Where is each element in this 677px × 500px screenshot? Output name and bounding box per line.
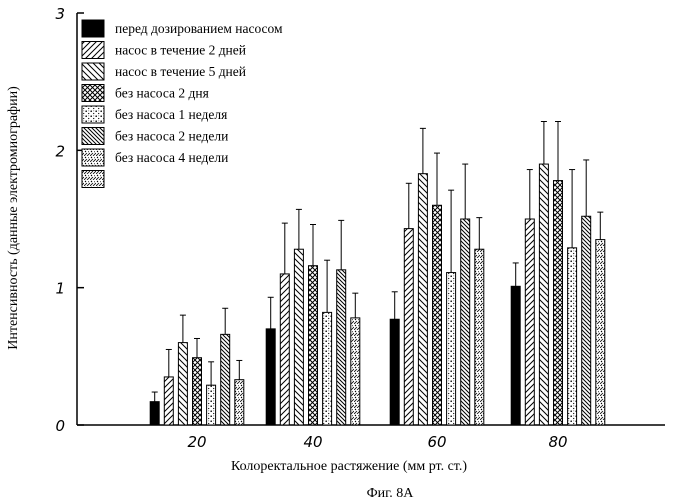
bar-80-series-4 (567, 247, 578, 426)
error-bar-80-series-6 (597, 211, 604, 240)
legend-swatch-6 (81, 148, 105, 167)
legend-label-5: без насоса 2 недели (115, 129, 228, 144)
bar-60-series-4 (446, 272, 457, 426)
y-tick-label-2: 2 (55, 142, 65, 160)
error-bar-80-series-1 (526, 169, 533, 219)
legend-swatch-0 (81, 19, 105, 38)
bar-20-series-3 (192, 357, 202, 426)
error-bar-80-series-0 (512, 262, 519, 287)
figure-caption: Фиг. 8А (367, 486, 415, 500)
legend-label-1: насос в течение 2 дней (115, 43, 246, 58)
y-axis-label: Интенсивность (данные электромиографии) (6, 86, 21, 350)
x-axis-ticks: 20 40 60 80 (187, 418, 568, 451)
x-tick-label-0: 20 (187, 433, 206, 451)
bar-20-series-5 (220, 333, 231, 426)
bar-20-series-2 (177, 342, 188, 426)
bar-40-series-1 (279, 273, 290, 426)
y-tick-label-0: 0 (55, 417, 65, 435)
bar-60-series-3 (432, 204, 442, 426)
error-bar-40-series-4 (324, 259, 331, 313)
y-axis-ticks: 0 1 2 3 (55, 5, 84, 435)
bar-60-series-2 (417, 173, 428, 426)
bar-60-series-5 (460, 218, 471, 426)
bar-20-series-4 (206, 384, 217, 426)
error-bar-20-series-1 (165, 348, 172, 377)
error-bar-20-series-0 (151, 391, 158, 402)
bars (149, 163, 606, 426)
bar-80-series-3 (553, 180, 563, 426)
error-bar-40-series-0 (267, 296, 274, 329)
error-bar-80-series-4 (569, 169, 576, 248)
error-bar-20-series-2 (179, 314, 186, 343)
bar-80-series-1 (524, 218, 535, 426)
bar-80-series-5 (581, 215, 592, 426)
error-bar-80-series-5 (583, 159, 590, 217)
bar-40-series-0 (265, 328, 276, 426)
error-bar-60-series-6 (476, 217, 483, 250)
error-bar-60-series-0 (391, 291, 398, 320)
legend-swatch-2 (81, 62, 105, 81)
bar-40-series-3 (308, 265, 318, 426)
error-bar-60-series-2 (419, 127, 426, 174)
legend-label-2: насос в течение 5 дней (115, 64, 246, 79)
bar-40-series-6 (350, 317, 361, 426)
error-bar-60-series-5 (462, 163, 469, 219)
error-bar-40-series-2 (295, 208, 302, 250)
y-tick-label-3: 3 (55, 5, 65, 23)
bar-60-series-1 (403, 228, 414, 426)
x-tick-label-3: 80 (548, 433, 567, 451)
bar-40-series-4 (322, 311, 333, 426)
error-bar-60-series-3 (434, 152, 440, 206)
y-tick-label-1: 1 (55, 280, 65, 298)
legend-label-0: перед дозированием насосом (115, 21, 283, 36)
bar-20-series-0 (149, 401, 160, 426)
legend-label-6: без насоса 4 недели (115, 150, 228, 165)
bar-80-series-0 (510, 285, 521, 426)
legend-label-3: без насоса 2 дня (115, 86, 209, 101)
legend-label-4: без насоса 1 неделя (115, 107, 227, 122)
error-bar-80-series-3 (555, 120, 561, 181)
error-bar-40-series-5 (338, 219, 345, 270)
legend-swatch-5 (81, 127, 105, 145)
legend-swatch-3 (81, 84, 105, 102)
bar-20-series-6 (234, 379, 245, 426)
error-bar-80-series-2 (540, 120, 547, 165)
bar-60-series-0 (389, 318, 400, 426)
error-bar-20-series-4 (208, 361, 215, 386)
x-tick-label-2: 60 (427, 433, 446, 451)
error-bar-40-series-6 (352, 292, 359, 318)
error-bar-40-series-3 (310, 223, 316, 266)
error-bar-20-series-5 (222, 307, 229, 335)
bar-20-series-1 (163, 376, 174, 426)
error-bar-20-series-3 (194, 337, 200, 358)
legend-swatch-1 (81, 41, 105, 59)
legend-swatch-extra (81, 170, 105, 188)
error-bar-60-series-1 (405, 182, 412, 229)
bar-40-series-5 (336, 269, 347, 426)
x-tick-label-1: 40 (303, 433, 322, 451)
error-bar-60-series-4 (448, 189, 455, 273)
bar-60-series-6 (474, 248, 485, 426)
x-axis-label: Колоректальное растяжение (мм рт. ст.) (231, 459, 467, 474)
legend-swatch-4 (81, 105, 105, 124)
legend: перед дозированием насосом насос в течени… (81, 19, 283, 188)
error-bars (151, 120, 604, 402)
bar-80-series-6 (595, 239, 606, 426)
bar-40-series-2 (293, 248, 304, 426)
error-bar-20-series-6 (236, 359, 243, 380)
bar-80-series-2 (538, 163, 549, 426)
error-bar-40-series-1 (281, 222, 288, 274)
